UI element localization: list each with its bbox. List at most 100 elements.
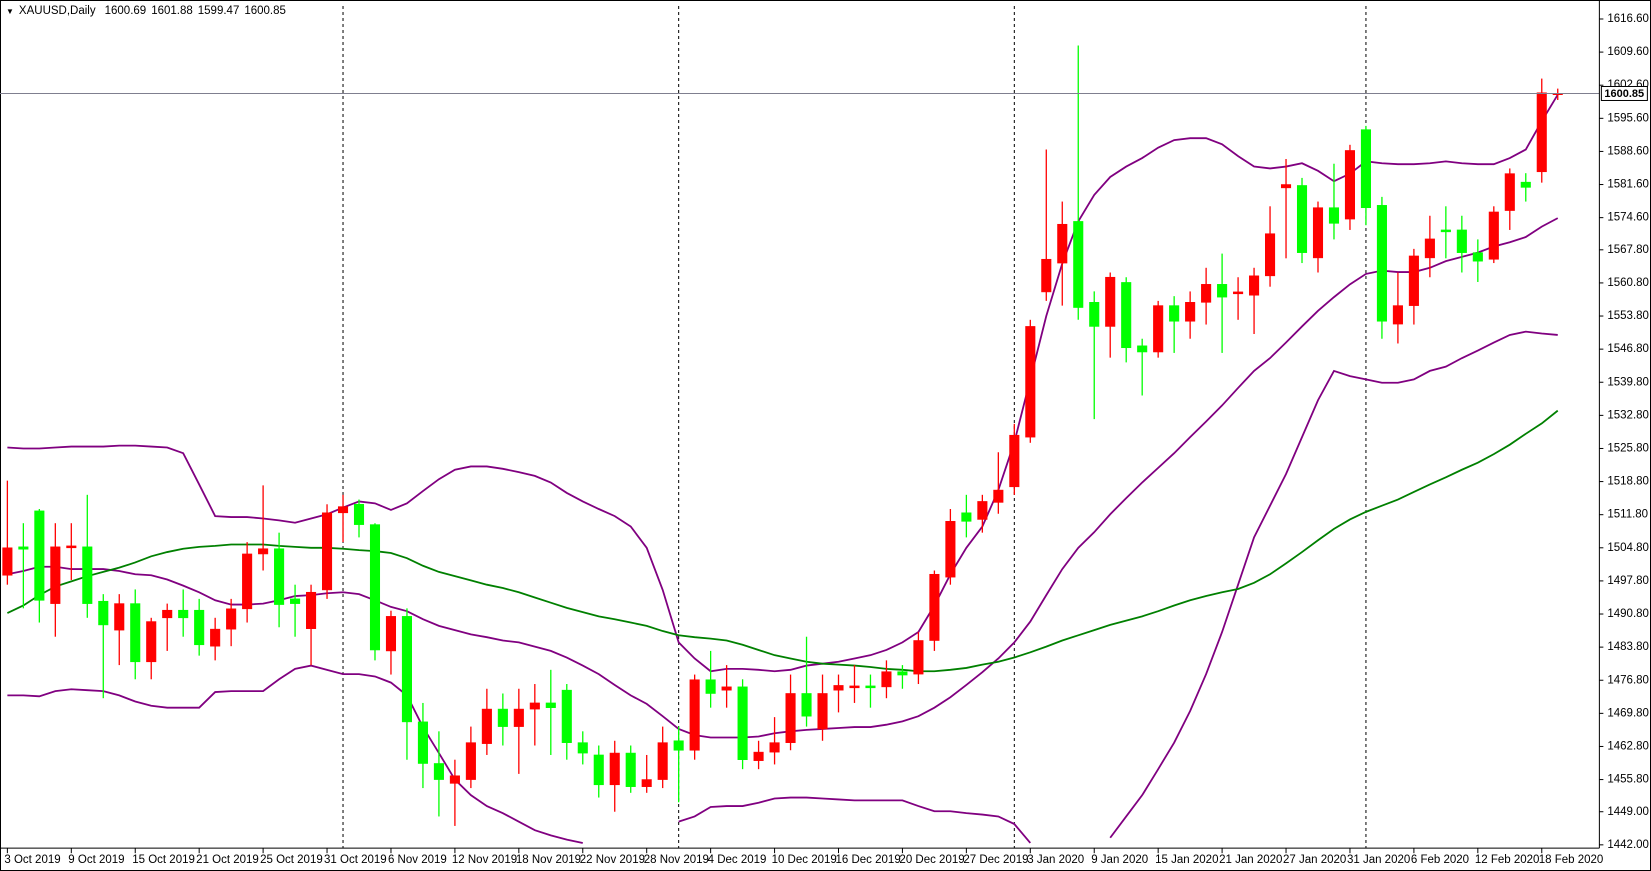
indicator-line <box>7 217 1559 739</box>
x-tick-label: 18 Feb 2020 <box>1539 854 1604 866</box>
y-tick-label: 1442.00 <box>1607 839 1649 851</box>
candle-body <box>353 503 365 525</box>
candle-body <box>817 693 828 730</box>
candle-body <box>1041 258 1052 293</box>
x-tick-label: 4 Dec 2019 <box>708 854 767 866</box>
candle-body <box>433 763 444 780</box>
header-open: 1600.69 <box>104 5 147 17</box>
candle-body <box>2 547 13 576</box>
candle-body <box>114 603 125 631</box>
candle-body <box>529 702 540 710</box>
candle-body <box>785 693 796 743</box>
candle-body <box>66 545 77 549</box>
candle-body <box>1360 129 1371 209</box>
candle-body <box>194 609 205 646</box>
x-tick-label: 15 Oct 2019 <box>132 854 195 866</box>
indicator-line <box>6 409 1559 673</box>
candle-body <box>977 501 988 520</box>
candle-body <box>242 553 253 610</box>
y-tick-label: 1504.80 <box>1607 542 1649 554</box>
candle-body <box>657 742 668 780</box>
candle-body <box>705 679 716 694</box>
y-tick-label: 1518.80 <box>1607 476 1649 488</box>
x-tick-label: 20 Dec 2019 <box>899 854 964 866</box>
x-tick-label: 21 Jan 2020 <box>1219 854 1282 866</box>
candle-body <box>689 679 700 751</box>
candle-body <box>1328 207 1340 224</box>
candle-body <box>865 685 876 689</box>
y-tick-label: 1567.80 <box>1607 244 1649 256</box>
candle-body <box>1201 284 1212 303</box>
y-tick-label: 1581.60 <box>1607 179 1649 191</box>
x-tick-label: 16 Dec 2019 <box>836 854 901 866</box>
candle-body <box>625 752 636 787</box>
y-tick-label: 1511.80 <box>1607 509 1648 521</box>
candle-body <box>1009 434 1020 488</box>
candle-body <box>497 708 508 727</box>
y-tick-label: 1616.60 <box>1607 13 1649 25</box>
candle-body <box>1137 345 1148 353</box>
y-tick-label: 1574.60 <box>1607 212 1649 224</box>
header-close: 1600.85 <box>244 5 286 17</box>
x-tick-label: 25 Oct 2019 <box>260 854 323 866</box>
x-tick-label: 3 Oct 2019 <box>4 854 60 866</box>
x-tick-label: 9 Oct 2019 <box>68 854 124 866</box>
candle-body <box>1440 229 1451 233</box>
candle-body <box>993 489 1004 503</box>
x-tick-label: 22 Nov 2019 <box>580 854 645 866</box>
candle-body <box>162 609 173 619</box>
indicator-line <box>678 796 1031 844</box>
x-tick-label: 27 Jan 2020 <box>1283 854 1346 866</box>
candle-body <box>929 573 940 641</box>
candle-body <box>1504 173 1515 211</box>
candle-body <box>1105 276 1116 327</box>
y-tick-label: 1490.80 <box>1607 608 1649 620</box>
candle-body <box>465 742 476 780</box>
x-tick-label: 10 Dec 2019 <box>772 854 837 866</box>
candle-body <box>178 609 189 619</box>
candle-body <box>1392 305 1403 325</box>
candle-body <box>1233 291 1244 295</box>
candle-body <box>226 608 237 630</box>
y-tick-label: 1469.80 <box>1607 707 1649 719</box>
candle-body <box>737 686 748 761</box>
candle-body <box>385 616 397 652</box>
x-tick-label: 31 Jan 2020 <box>1347 854 1410 866</box>
candle-body <box>210 628 221 647</box>
candle-body <box>1057 223 1068 264</box>
y-tick-label: 1588.60 <box>1607 145 1649 157</box>
candle-body <box>1169 305 1180 322</box>
candle-body <box>561 689 572 743</box>
candle-body <box>673 740 684 751</box>
x-tick-label: 3 Jan 2020 <box>1027 854 1084 866</box>
candle-body <box>961 512 972 522</box>
y-tick-label: 1595.60 <box>1607 112 1649 124</box>
candle-body <box>1488 211 1499 260</box>
candle-body <box>1296 185 1308 253</box>
y-tick-label: 1609.60 <box>1607 46 1649 58</box>
candle-body <box>1520 181 1531 188</box>
candle-body <box>274 548 285 605</box>
plot-area <box>0 5 1599 848</box>
header-low: 1599.47 <box>197 5 240 17</box>
candle-body <box>1312 207 1324 259</box>
price-label: 1600.85 <box>1604 88 1644 100</box>
x-tick-label: 31 Oct 2019 <box>324 854 387 866</box>
candle-body <box>753 751 764 761</box>
candle-body <box>833 685 844 691</box>
candle-body <box>1089 302 1100 327</box>
candle-body <box>849 685 860 689</box>
candle-body <box>1025 326 1036 438</box>
x-tick-label: 12 Feb 2020 <box>1475 854 1540 866</box>
candle-body <box>641 779 652 787</box>
candle-body <box>577 742 588 754</box>
candle-body <box>1344 150 1356 220</box>
y-tick-label: 1476.80 <box>1607 674 1649 686</box>
candle-body <box>258 548 269 555</box>
y-tick-label: 1462.80 <box>1607 740 1649 752</box>
y-tick-label: 1449.00 <box>1607 806 1649 818</box>
candle-body <box>769 742 780 753</box>
candle-body <box>1265 233 1276 277</box>
price-label-box <box>1600 85 1648 101</box>
candle-body <box>1408 255 1419 306</box>
